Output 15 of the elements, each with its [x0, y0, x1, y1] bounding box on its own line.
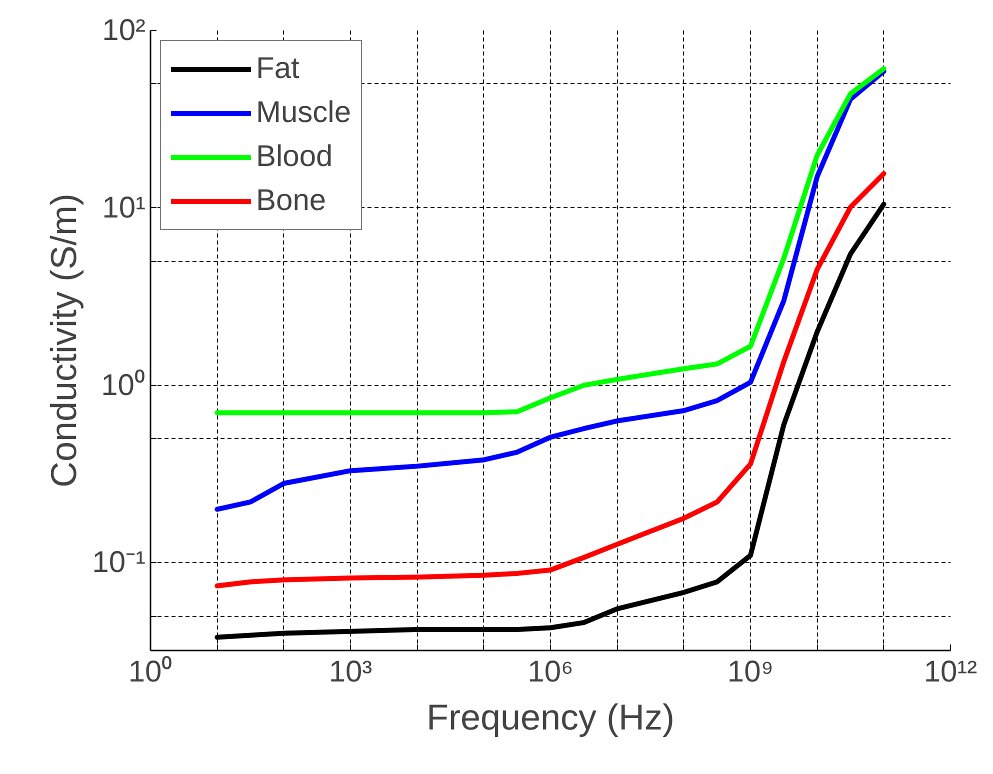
x-tick-label: 10¹² [924, 656, 978, 688]
x-axis-title: Frequency (Hz) [426, 696, 675, 738]
y-tick-label: 10⁰ [101, 368, 146, 402]
legend-label: Bone [256, 183, 326, 219]
x-tick-label: 10⁹ [727, 656, 774, 688]
x-tick-label: 10⁰ [128, 656, 173, 688]
y-axis-title: Conductivity (S/m) [43, 193, 84, 488]
legend-label: Muscle [256, 95, 352, 131]
x-tick-label: 10³ [328, 656, 372, 688]
y-tick-label: 10⁻¹ [92, 546, 146, 580]
legend-label: Fat [256, 51, 300, 87]
x-tick-label: 10⁶ [528, 656, 574, 688]
y-tick-label: 10² [102, 14, 146, 47]
y-tick-label: 10¹ [102, 191, 146, 224]
legend-label: Blood [256, 139, 333, 175]
